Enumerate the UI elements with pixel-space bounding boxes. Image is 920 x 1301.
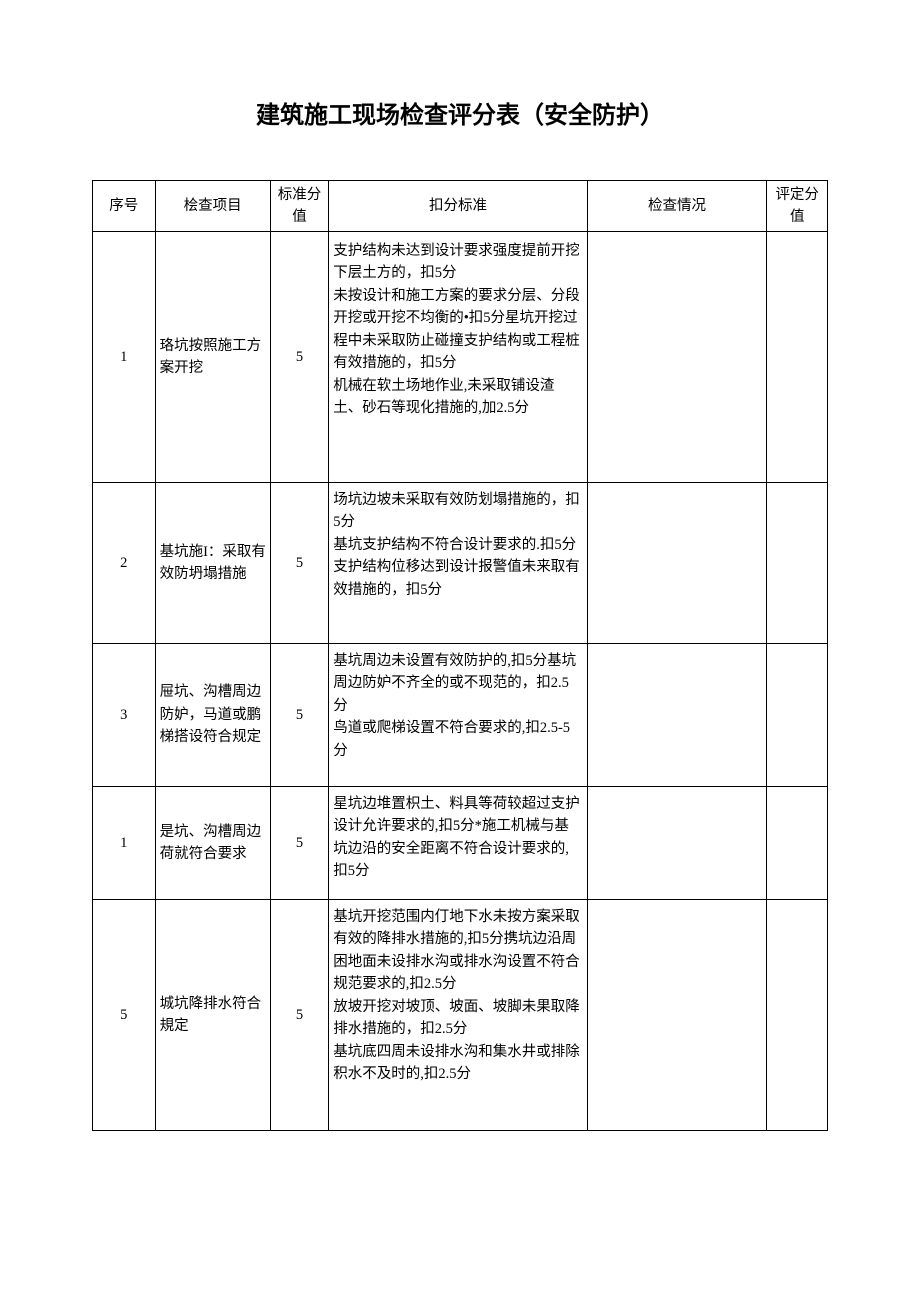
- cell-chk: [587, 644, 767, 787]
- cell-seq: 5: [93, 900, 156, 1131]
- cell-crit: 基坑周边未设置有效防护的,扣5分基坑周边防妒不齐全的或不现范的，扣2.5分鸟道或…: [329, 644, 587, 787]
- header-std: 标准分值: [270, 181, 329, 232]
- cell-crit: 场坑边坡未采取有效防划塌措施的，扣5分基坑支护结构不符合设计要求的.扣5分支护结…: [329, 483, 587, 644]
- cell-chk: [587, 900, 767, 1131]
- table-row: 3 屉坑、沟槽周边防妒，马道或鹏梯搭设符合规定 5 基坑周边未设置有效防护的,扣…: [93, 644, 828, 787]
- cell-score: [767, 644, 828, 787]
- cell-item: 城坑降排水符合規定: [155, 900, 270, 1131]
- cell-item: 是坑、沟槽周边荷就符合要求: [155, 787, 270, 900]
- cell-std: 5: [270, 644, 329, 787]
- cell-std: 5: [270, 787, 329, 900]
- cell-seq: 3: [93, 644, 156, 787]
- table-row: 5 城坑降排水符合規定 5 基坑开挖范围内仃地下水未按方案采取有效的降排水措施的…: [93, 900, 828, 1131]
- score-table: 序号 桧查项目 标准分值 扣分标准 检查情况 评定分值 1 珞坑按照施工方案开挖…: [92, 180, 828, 1131]
- cell-std: 5: [270, 232, 329, 483]
- header-score: 评定分值: [767, 181, 828, 232]
- cell-item: 屉坑、沟槽周边防妒，马道或鹏梯搭设符合规定: [155, 644, 270, 787]
- cell-seq: 2: [93, 483, 156, 644]
- cell-item: 珞坑按照施工方案开挖: [155, 232, 270, 483]
- cell-seq: 1: [93, 232, 156, 483]
- cell-chk: [587, 232, 767, 483]
- cell-score: [767, 483, 828, 644]
- header-item: 桧查项目: [155, 181, 270, 232]
- table-header-row: 序号 桧查项目 标准分值 扣分标准 检查情况 评定分值: [93, 181, 828, 232]
- page-title: 建筑施工现场检查评分表（安全防护）: [92, 95, 828, 130]
- table-row: 2 基坑施I：采取有效防坍塌措施 5 场坑边坡未采取有效防划塌措施的，扣5分基坑…: [93, 483, 828, 644]
- cell-std: 5: [270, 483, 329, 644]
- header-crit: 扣分标准: [329, 181, 587, 232]
- header-seq: 序号: [93, 181, 156, 232]
- header-chk: 检查情况: [587, 181, 767, 232]
- cell-crit: 支护结构未达到设计要求强度提前开挖下层土方的，扣5分未按设计和施工方案的要求分层…: [329, 232, 587, 483]
- cell-chk: [587, 483, 767, 644]
- table-row: 1 是坑、沟槽周边荷就符合要求 5 星坑边堆置枳土、料具等荷较超过支护设计允许要…: [93, 787, 828, 900]
- cell-score: [767, 900, 828, 1131]
- cell-chk: [587, 787, 767, 900]
- cell-crit: 基坑开挖范围内仃地下水未按方案采取有效的降排水措施的,扣5分携坑边沿周困地面未设…: [329, 900, 587, 1131]
- cell-item: 基坑施I：采取有效防坍塌措施: [155, 483, 270, 644]
- cell-score: [767, 232, 828, 483]
- table-row: 1 珞坑按照施工方案开挖 5 支护结构未达到设计要求强度提前开挖下层土方的，扣5…: [93, 232, 828, 483]
- cell-seq: 1: [93, 787, 156, 900]
- cell-score: [767, 787, 828, 900]
- cell-std: 5: [270, 900, 329, 1131]
- cell-crit: 星坑边堆置枳土、料具等荷较超过支护设计允许要求的,扣5分*施工机械与基坑边沿的安…: [329, 787, 587, 900]
